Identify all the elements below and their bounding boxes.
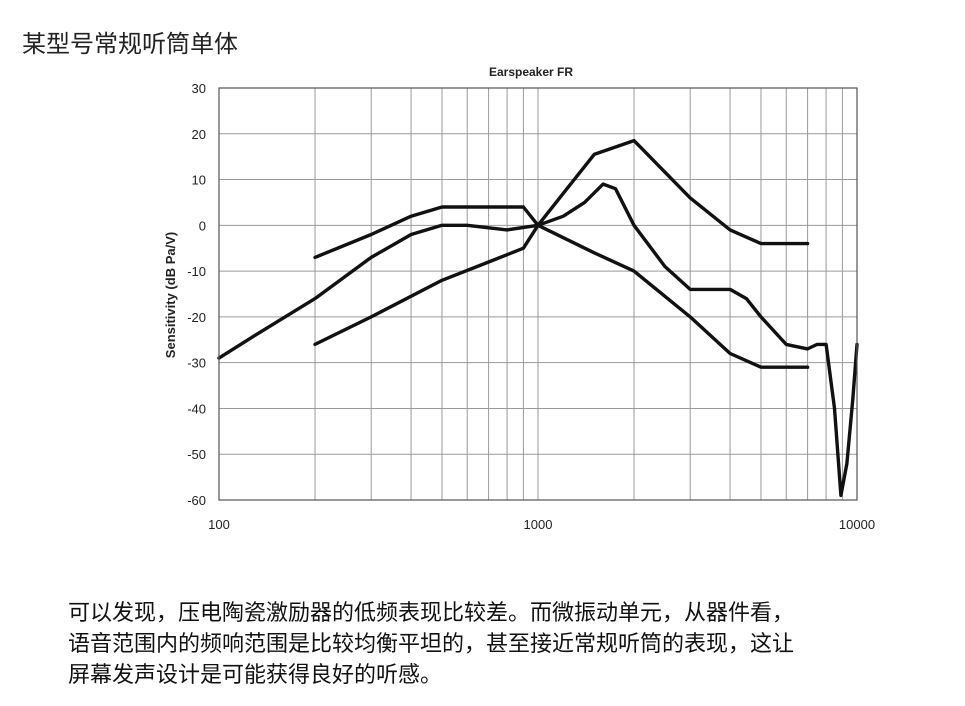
y-axis-label: Sensitivity (dB Pa/V): [163, 232, 178, 358]
caption-line: 语音范围内的频响范围是比较均衡平坦的，甚至接近常规听筒的表现，这让: [68, 632, 795, 657]
y-tick-label: -50: [187, 447, 206, 462]
y-tick-label: -10: [187, 264, 206, 279]
caption-line: 屏幕发声设计是可能获得良好的听感。: [68, 663, 443, 688]
series-line-1: [313, 138, 810, 260]
y-tick-label: -20: [187, 310, 206, 325]
series-lines: [217, 138, 859, 498]
y-tick-labels: 30 20 10 0 -10 -20 -30 -40 -50 -60: [187, 81, 206, 508]
y-tick-label: -30: [187, 356, 206, 371]
x-tick-label: 1000: [524, 517, 553, 532]
chart-grid: [219, 88, 857, 500]
y-tick-label: -60: [187, 493, 206, 508]
y-tick-label: 10: [192, 173, 206, 188]
caption-line: 可以发现，压电陶瓷激励器的低频表现比较差。而微振动单元，从器件看，: [68, 601, 795, 626]
y-tick-label: -40: [187, 401, 206, 416]
x-tick-label: 10000: [839, 517, 875, 532]
chart-title: Earspeaker FR: [489, 65, 573, 79]
x-tick-labels: 100 1000 10000: [208, 517, 875, 532]
x-tick-label: 100: [208, 517, 230, 532]
series-line-3: [313, 223, 810, 369]
series-line-2: [217, 182, 859, 498]
y-tick-label: 0: [199, 218, 206, 233]
y-tick-label: 30: [192, 81, 206, 96]
page-heading: 某型号常规听筒单体: [22, 30, 238, 58]
plot-frame: [218, 87, 858, 501]
caption-paragraph: 可以发现，压电陶瓷激励器的低频表现比较差。而微振动单元，从器件看， 语音范围内的…: [68, 598, 948, 691]
y-tick-label: 20: [192, 127, 206, 142]
